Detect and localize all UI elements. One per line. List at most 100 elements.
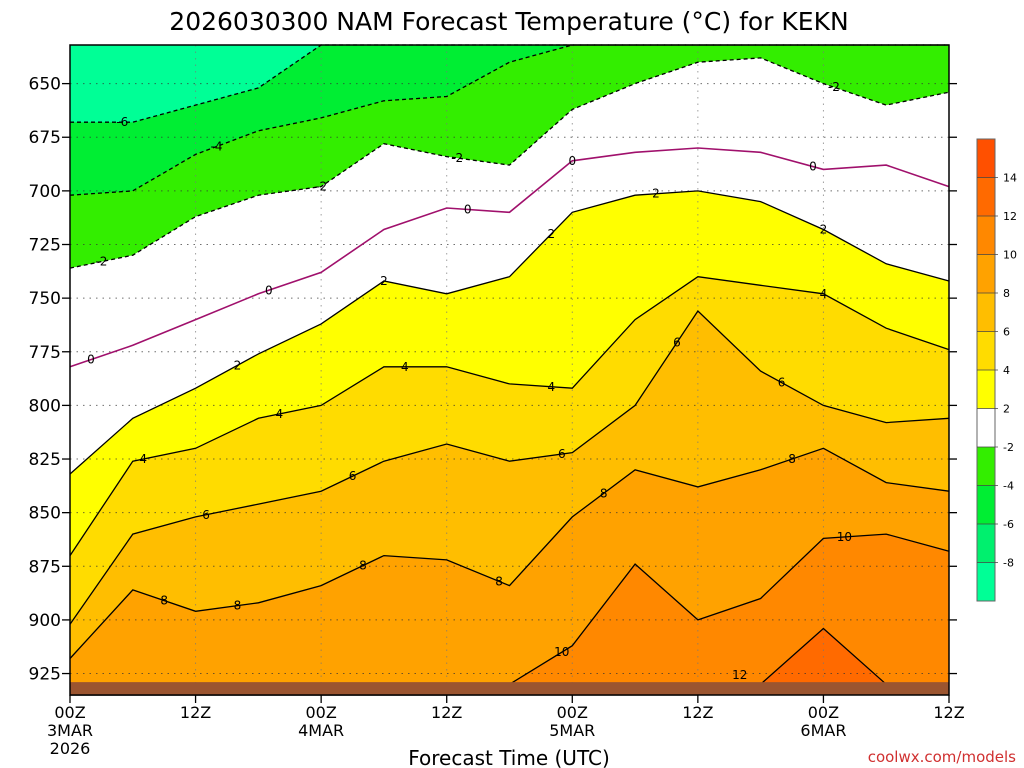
isotherm-label: 0	[809, 160, 817, 174]
legend-swatch	[977, 293, 995, 332]
legend-label: 12	[1003, 210, 1017, 223]
x-tick-label: 00Z	[305, 703, 336, 722]
isotherm-label: 10	[554, 645, 569, 659]
isotherm-label: 4	[820, 287, 828, 301]
isotherm-label: 6	[202, 508, 210, 522]
isotherm-label: 8	[160, 594, 168, 608]
isotherm-label: 8	[359, 559, 367, 573]
isotherm-label: 0	[87, 353, 95, 367]
x-tick-label: 2026	[50, 739, 91, 758]
x-tick-label: 12Z	[933, 703, 964, 722]
x-tick-label: 00Z	[54, 703, 85, 722]
isotherm-label: 6	[558, 447, 566, 461]
y-tick-label: 675	[29, 128, 61, 148]
legend-swatch	[977, 562, 995, 602]
isotherm-label: 2	[820, 222, 828, 236]
y-tick-label: 850	[29, 504, 61, 524]
y-tick-label: 750	[29, 289, 61, 309]
isotherm-label: 4	[401, 360, 409, 374]
isotherm-label: 4	[548, 380, 556, 394]
isotherm-label: 0	[464, 202, 472, 216]
legend-swatch	[977, 485, 995, 525]
credit-text[interactable]: coolwx.com/models	[868, 748, 1016, 766]
legend-label: 6	[1003, 326, 1010, 339]
legend-swatch	[977, 408, 995, 448]
isotherm-label: -4	[211, 140, 223, 154]
legend-label: 14	[1003, 172, 1017, 185]
legend-swatch	[977, 524, 995, 563]
y-tick-label: 825	[29, 450, 61, 470]
isotherm-label: 2	[652, 187, 660, 201]
y-tick-label: 725	[29, 236, 61, 256]
temperature-fill-layer	[70, 45, 949, 695]
band-fill-10	[70, 534, 949, 695]
x-tick-label: 6MAR	[800, 721, 846, 740]
x-tick-label: 12Z	[180, 703, 211, 722]
legend-swatch	[977, 447, 995, 486]
legend-label: 4	[1003, 364, 1010, 377]
x-tick-label: 4MAR	[298, 721, 344, 740]
isotherm-label: -2	[828, 80, 840, 94]
x-tick-label: 3MAR	[47, 721, 93, 740]
y-tick-label: 775	[29, 343, 61, 363]
legend-swatch	[977, 216, 995, 255]
isotherm-label: -6	[116, 115, 128, 129]
legend-swatch	[977, 177, 995, 217]
y-tick-label: 925	[29, 665, 61, 685]
legend-label: -4	[1003, 480, 1014, 493]
y-tick-label: 800	[29, 396, 61, 416]
x-tick-label: 12Z	[682, 703, 713, 722]
isotherm-label: 6	[349, 469, 357, 483]
isotherm-label: 8	[234, 599, 242, 613]
isotherm-6	[69, 309, 950, 625]
plot-frame	[69, 44, 950, 696]
legend-swatch	[977, 254, 995, 294]
isotherm-2	[69, 190, 950, 475]
x-tick-label: 12Z	[431, 703, 462, 722]
legend-swatch	[977, 370, 995, 409]
x-tick-label: 5MAR	[549, 721, 595, 740]
color-legend: 14 12 10 8 6 4 2 -2 -4 -6 -8	[976, 138, 1017, 602]
y-tick-label: 650	[29, 75, 61, 95]
isotherm-label: 0	[265, 283, 273, 297]
isotherm--2	[69, 57, 950, 269]
legend-label: 8	[1003, 287, 1010, 300]
legend-label: -8	[1003, 557, 1014, 570]
y-tick-label: 900	[29, 611, 61, 631]
isotherm-label: 2	[548, 227, 556, 241]
isotherm-label: -2	[315, 180, 327, 194]
legend-swatch	[977, 331, 995, 371]
isotherm-label: -2	[95, 255, 107, 269]
isotherm-label: 6	[778, 376, 786, 390]
isotherm-label: 2	[380, 274, 388, 288]
isotherm-4	[69, 276, 950, 556]
legend-label: -6	[1003, 518, 1014, 531]
isotherm-label: 8	[788, 452, 796, 466]
legend-label: 10	[1003, 249, 1017, 262]
legend-label: 2	[1003, 403, 1010, 416]
terrain-ground	[70, 682, 949, 695]
legend-label: -2	[1003, 441, 1014, 454]
isotherm-label: 8	[600, 486, 608, 500]
isotherm-label-layer: -6 -4 -2 -2 -2 -2 0 0 0 0 0 2 2 2 2 2 4 4 4 4 4 6 6 6 6 6 8 8 8 8 8 8 10…	[87, 80, 852, 682]
x-tick-label: 00Z	[557, 703, 588, 722]
y-tick-label: 875	[29, 557, 61, 577]
isotherm-label: 0	[568, 154, 576, 168]
isotherm-label: 6	[673, 335, 681, 349]
isotherm-label: 4	[139, 452, 147, 466]
isotherm--4	[69, 44, 949, 196]
x-axis-title: Forecast Time (UTC)	[408, 746, 610, 768]
isotherm-label: 4	[275, 407, 283, 421]
isotherm-label: 12	[732, 668, 747, 682]
chart-title: 2026030300 NAM Forecast Temperature (°C)…	[169, 7, 848, 36]
isotherm-0	[69, 147, 950, 368]
x-tick-label: 00Z	[808, 703, 839, 722]
legend-swatch	[977, 139, 995, 178]
isotherm-label: -2	[451, 151, 463, 165]
y-tick-label: 700	[29, 182, 61, 202]
isotherm-label: 2	[234, 358, 242, 372]
isotherm-label: 8	[495, 574, 503, 588]
